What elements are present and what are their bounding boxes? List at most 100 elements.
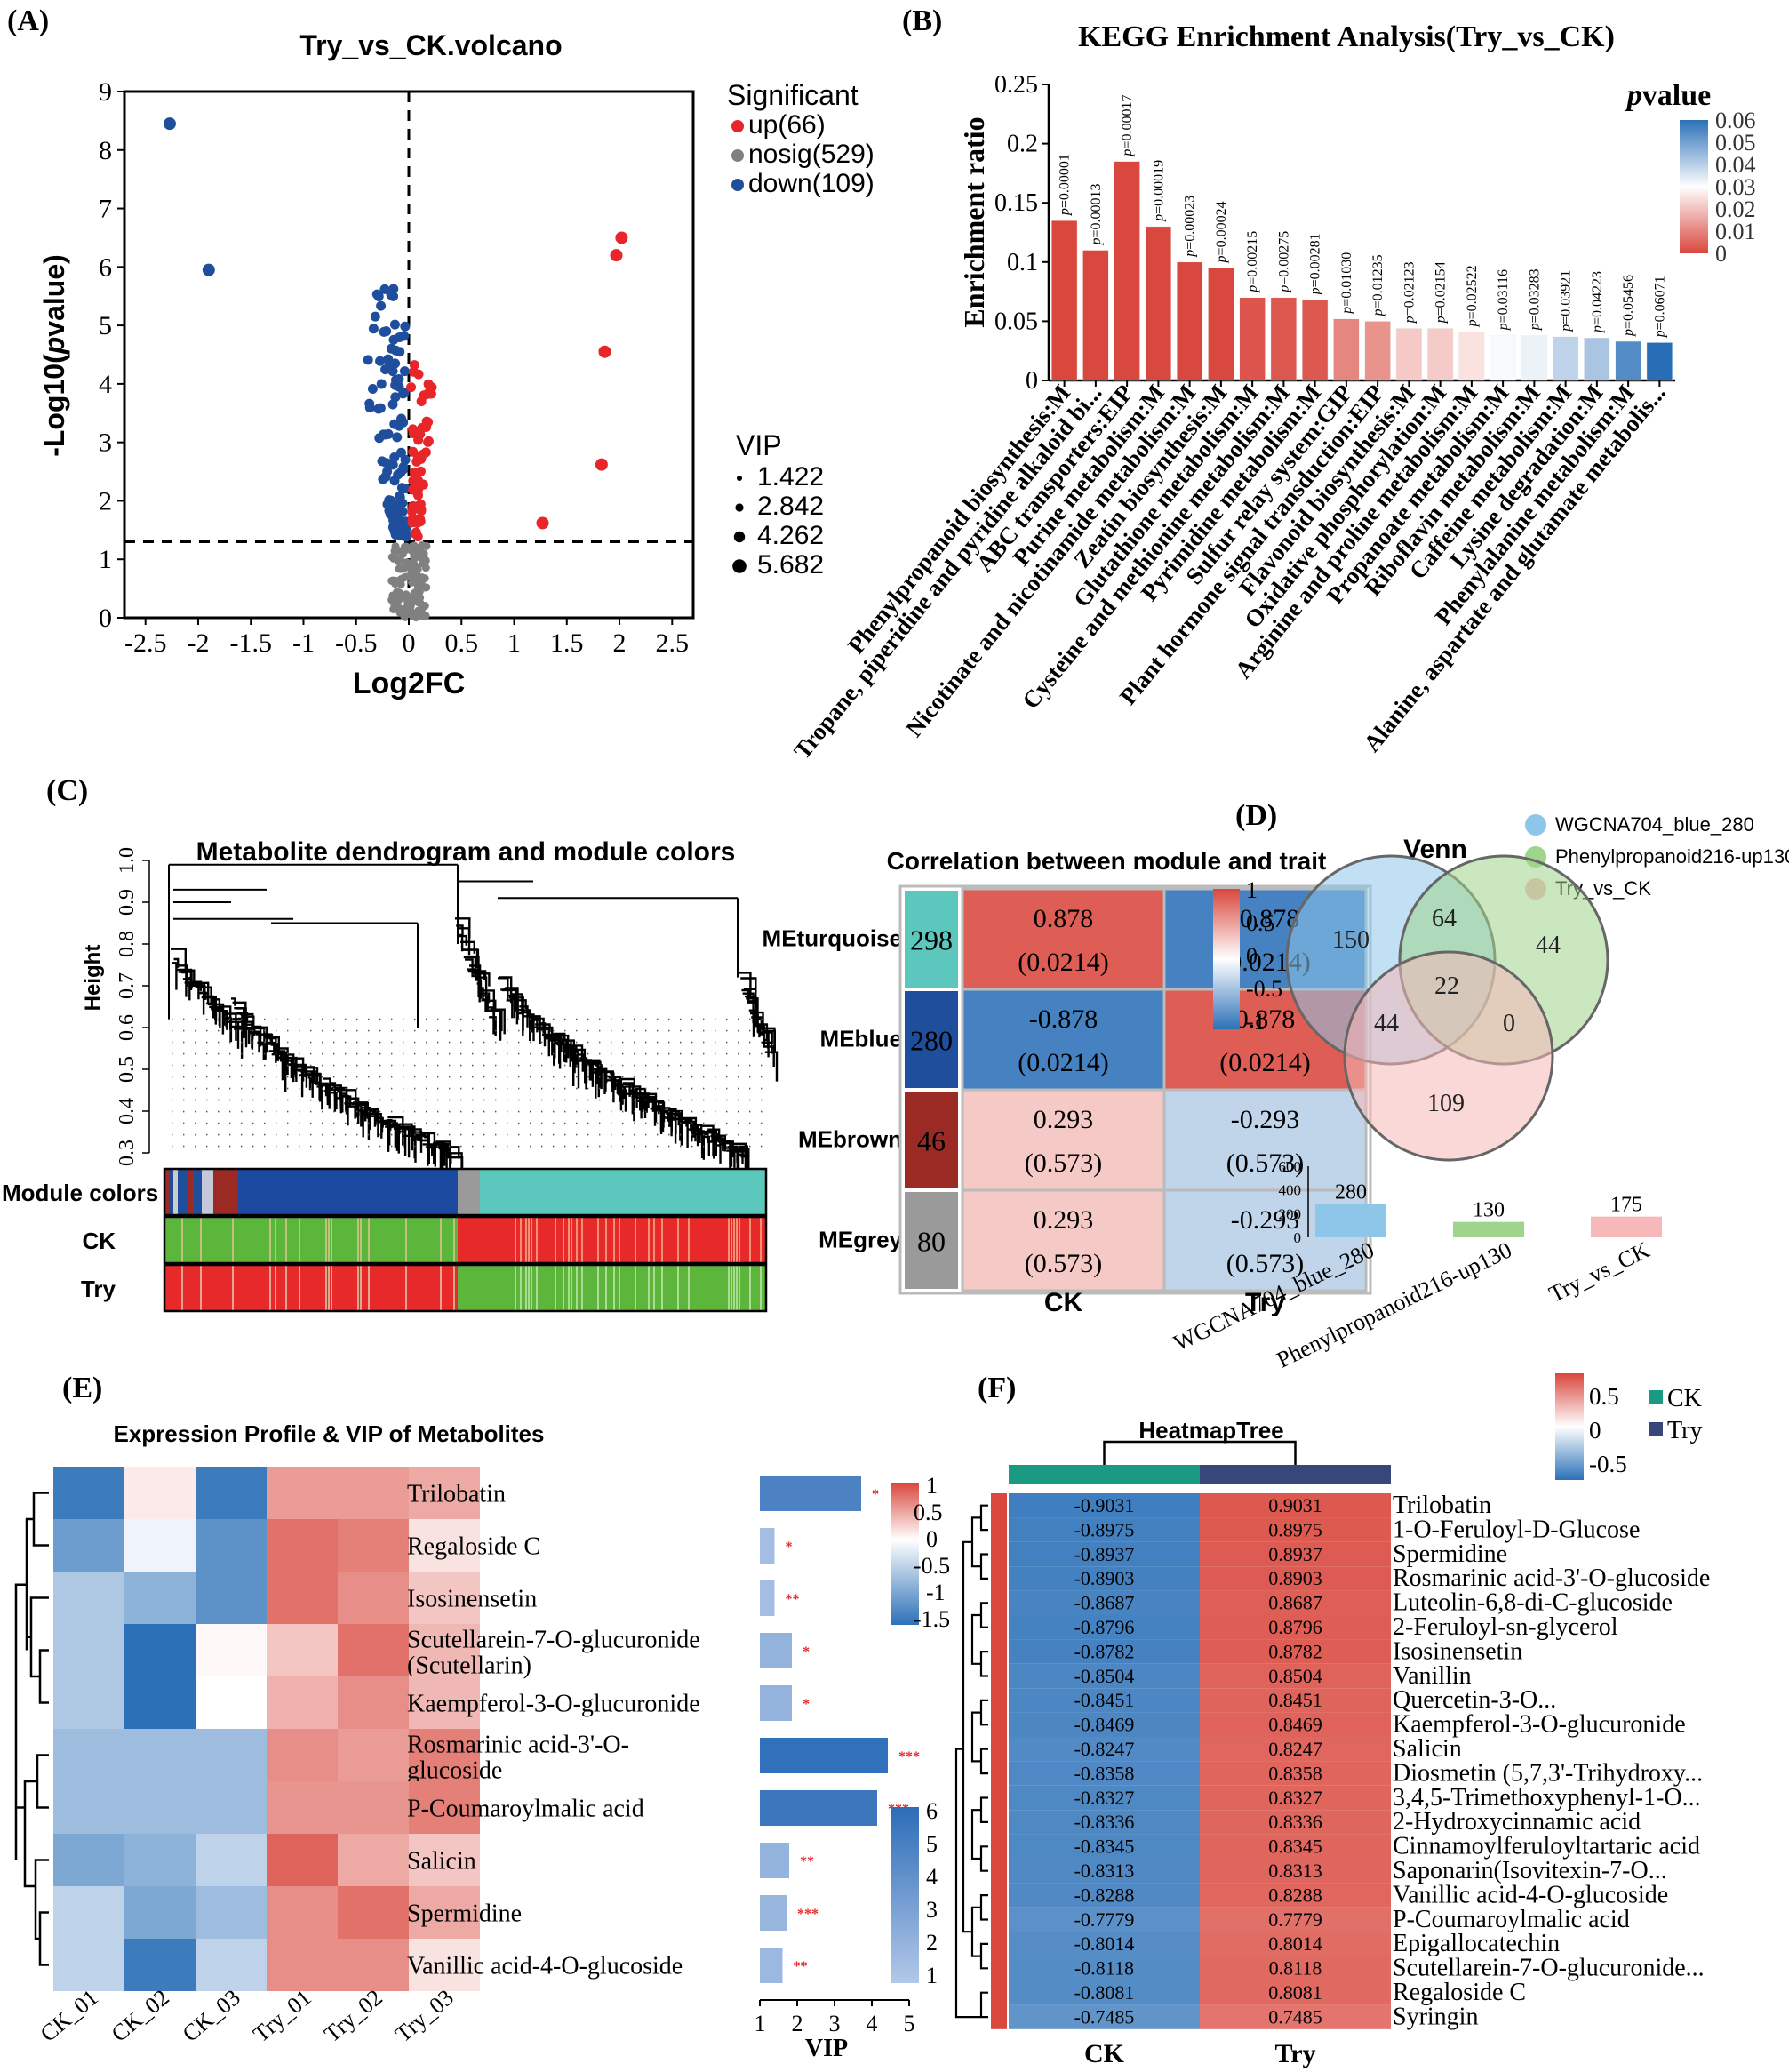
heatmaptree-value-ck: -0.8782 xyxy=(1074,1640,1135,1662)
heatmaptree-value-try: 0.7485 xyxy=(1268,2005,1322,2028)
expression-cell xyxy=(53,1886,124,1939)
heatmaptree-value-ck: -0.8247 xyxy=(1074,1738,1135,1760)
expression-colorbar-label: 0 xyxy=(926,1526,938,1552)
strip-frame xyxy=(163,1167,768,1217)
kegg-bar xyxy=(1426,328,1454,381)
venn-bar-tick: 0 xyxy=(1294,1229,1302,1246)
heatmaptree-row-label: 2-Feruloyl-sn-glycerol xyxy=(1393,1613,1618,1641)
expression-cell xyxy=(53,1781,124,1834)
heatmaptree-value-ck: -0.8469 xyxy=(1074,1714,1135,1736)
heatmaptree-column-label: CK xyxy=(1084,2039,1125,2068)
module-color-segment xyxy=(194,1169,202,1215)
kegg-p-label: p=0.00001 xyxy=(1058,154,1073,216)
group-bar-try xyxy=(1200,1465,1391,1484)
heatmaptree-row-label: 1-O-Feruloyl-D-Glucose xyxy=(1393,1516,1640,1543)
venn-region-count: 22 xyxy=(1434,972,1459,1000)
point-down xyxy=(381,326,392,337)
heatmaptree-cell-ck xyxy=(1009,1907,1200,1932)
venn-region-count: 64 xyxy=(1432,905,1457,932)
expression-cell xyxy=(53,1519,124,1572)
y-tick-label: 6 xyxy=(99,252,112,282)
point-down xyxy=(376,300,387,311)
vip-significance: ** xyxy=(800,1854,814,1869)
point-up xyxy=(408,424,419,435)
vip-significance: * xyxy=(872,1487,879,1502)
point-down xyxy=(202,263,215,276)
venn-region-count: 0 xyxy=(1503,1010,1515,1037)
correlation-pvalue: (0.0214) xyxy=(1219,1048,1310,1077)
point-down xyxy=(376,379,387,389)
correlation-pvalue: (0.573) xyxy=(1025,1249,1102,1278)
correlation-value: 0.878 xyxy=(1235,1004,1296,1034)
x-tick-label: 1 xyxy=(507,628,521,658)
expression-cell xyxy=(409,1676,480,1729)
kegg-title: KEGG Enrichment Analysis(Try_vs_CK) xyxy=(1078,20,1615,53)
point-nosig xyxy=(418,550,427,559)
heatmaptree-cell-ck xyxy=(1009,1859,1200,1884)
heatmaptree-value-try: 0.8288 xyxy=(1268,1884,1322,1906)
point-down xyxy=(383,428,394,439)
point-nosig xyxy=(404,572,413,580)
heatmaptree-row-label: Cinnamoylferuloyltartaric acid xyxy=(1393,1833,1700,1860)
vip-size-dot xyxy=(733,531,746,543)
vip-size-label: 1.422 xyxy=(757,462,824,492)
expression-cell xyxy=(196,1676,267,1729)
point-nosig xyxy=(410,554,419,563)
heatmaptree-cell-try xyxy=(1200,1980,1391,2005)
point-down xyxy=(400,484,411,494)
volcano-legend-title: Significant xyxy=(727,79,859,111)
heatmaptree-cell-try xyxy=(1200,1639,1391,1664)
expression-cell xyxy=(196,1467,267,1519)
x-tick-label: 1.5 xyxy=(550,628,584,658)
point-down xyxy=(368,324,379,334)
module-name: MEblue xyxy=(820,1026,902,1052)
point-nosig xyxy=(395,604,404,612)
expression-title: Expression Profile & VIP of Metabolites xyxy=(114,1420,545,1447)
expression-cell xyxy=(53,1939,124,1991)
module-color-segment xyxy=(202,1169,213,1215)
try-strip-stripes xyxy=(181,1265,762,1311)
panel-b-kegg: KEGG Enrichment Analysis(Try_vs_CK) Enri… xyxy=(788,20,1755,764)
kegg-p-label: p=0.03283 xyxy=(1527,268,1542,331)
heatmaptree-row-label: Spermidine xyxy=(1393,1540,1507,1568)
point-down xyxy=(399,331,410,341)
point-up xyxy=(412,532,423,542)
legend-dot-down xyxy=(731,179,744,191)
vip-significance: * xyxy=(786,1540,793,1555)
panel-label-a: (A) xyxy=(7,4,49,37)
kegg-colorbar-label: 0.04 xyxy=(1715,152,1756,178)
vip-tick-label: 3 xyxy=(829,2011,841,2036)
point-down xyxy=(395,492,405,503)
expression-cell xyxy=(267,1781,338,1834)
metabolite-label: Isosinensetin xyxy=(407,1586,537,1613)
dendrogram-mass-c xyxy=(455,917,506,1041)
heatmaptree-value-try: 0.9031 xyxy=(1268,1494,1322,1516)
heatmaptree-cell-ck xyxy=(1009,1493,1200,1518)
vip-size-label: 4.262 xyxy=(757,521,824,550)
point-up xyxy=(595,458,608,471)
correlation-cell xyxy=(961,1188,1166,1292)
x-tick-label: 2.5 xyxy=(656,628,690,658)
kegg-y-tick-label: 0.05 xyxy=(994,308,1038,335)
heatmaptree-cell-ck xyxy=(1009,1883,1200,1908)
kegg-y-tick-label: 0.15 xyxy=(994,189,1038,217)
point-up xyxy=(420,447,431,458)
metabolite-label: Trilobatin xyxy=(407,1481,506,1508)
vip-bar xyxy=(760,1633,792,1668)
expression-cell xyxy=(196,1781,267,1834)
point-down xyxy=(385,509,395,520)
kegg-bar xyxy=(1584,337,1610,381)
module-count: 280 xyxy=(910,1025,953,1057)
height-tick-label: 0.3 xyxy=(116,1140,139,1166)
venn-bar-tick: 600 xyxy=(1279,1158,1302,1175)
point-down xyxy=(394,381,404,392)
metabolite-label: Kaempferol-3-O-glucuronide xyxy=(407,1691,700,1718)
point-nosig xyxy=(408,596,417,604)
kegg-bar xyxy=(1301,300,1329,381)
point-down xyxy=(390,345,401,356)
venn-circle xyxy=(1343,950,1554,1162)
venn-bar-tick: 400 xyxy=(1279,1182,1302,1199)
legend-label-down: down(109) xyxy=(748,169,875,198)
height-tick-label: 0.5 xyxy=(116,1056,139,1083)
vip-significance: *** xyxy=(898,1749,920,1764)
